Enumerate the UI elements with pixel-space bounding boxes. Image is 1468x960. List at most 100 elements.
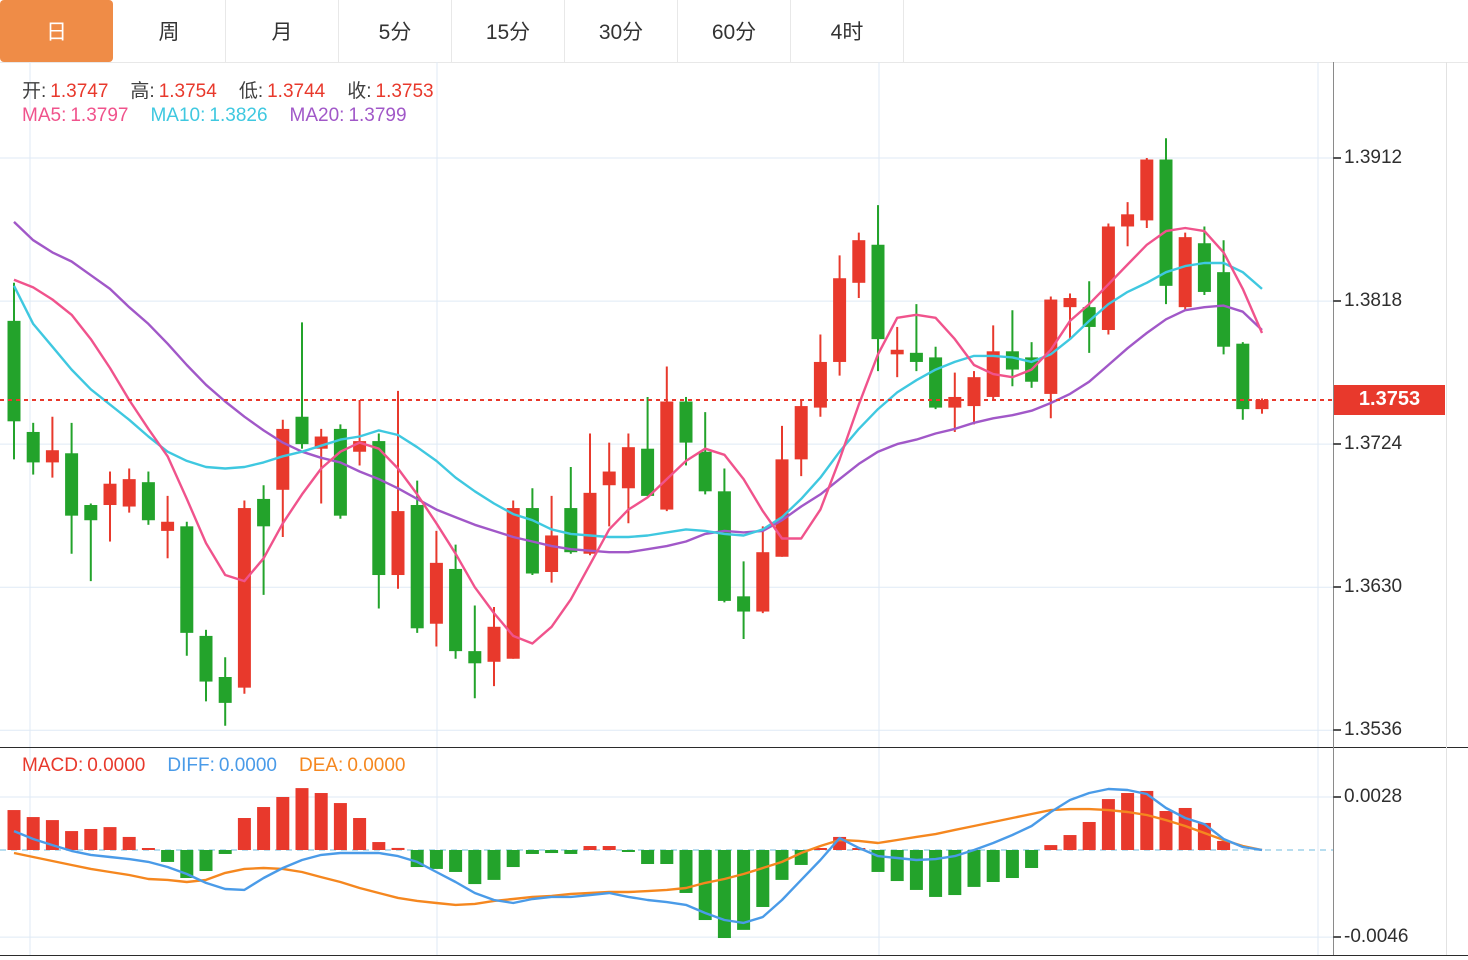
legend-value: 0.0000 bbox=[218, 755, 277, 776]
candle-body bbox=[487, 626, 501, 662]
legend-label: MA5: bbox=[22, 105, 67, 126]
ma-legend-item: MA5: 1.3797 bbox=[22, 105, 128, 127]
candle-body bbox=[257, 498, 271, 527]
macd-hist-bar bbox=[353, 818, 367, 850]
candle-body bbox=[717, 491, 731, 601]
macd-hist-bar bbox=[737, 850, 751, 930]
macd-hist-bar bbox=[257, 807, 271, 850]
macd-hist-bar bbox=[429, 850, 443, 869]
macd-hist-bar bbox=[1101, 799, 1115, 850]
tab-timeframe-3[interactable]: 5分 bbox=[339, 0, 452, 62]
candle-body bbox=[1255, 399, 1269, 410]
chart-bottom-border bbox=[0, 955, 1468, 956]
candle-body bbox=[410, 505, 424, 629]
price-axis-line bbox=[1333, 62, 1334, 955]
candle-body bbox=[775, 459, 789, 557]
candle-body bbox=[737, 596, 751, 612]
candle-body bbox=[698, 451, 712, 492]
legend-label: 收: bbox=[347, 81, 372, 102]
panel-separator bbox=[0, 747, 1468, 748]
candle-body bbox=[929, 357, 943, 408]
ma-legend: MA5: 1.3797 MA10: 1.3826 MA20: 1.3799 bbox=[22, 105, 429, 127]
macd-hist-bar bbox=[986, 850, 1000, 882]
macd-hist-bar bbox=[26, 817, 40, 850]
macd-hist-bar bbox=[602, 846, 616, 850]
candle-body bbox=[871, 244, 885, 340]
macd-hist-bar bbox=[295, 788, 309, 850]
macd-chart-canvas[interactable] bbox=[0, 748, 1468, 955]
candle-body bbox=[1217, 272, 1231, 347]
macd-hist-bar bbox=[583, 846, 597, 850]
legend-value: 1.3799 bbox=[348, 105, 407, 126]
macd-hist-bar bbox=[929, 850, 943, 897]
axis-tick-label: 1.3630 bbox=[1344, 576, 1403, 598]
candle-body bbox=[372, 441, 386, 576]
macd-hist-bar bbox=[1025, 850, 1039, 868]
macd-hist-bar bbox=[756, 850, 770, 907]
legend-value: 1.3797 bbox=[70, 105, 129, 126]
macd-legend-item: DIFF: 0.0000 bbox=[167, 755, 277, 777]
legend-label: MA10: bbox=[150, 105, 206, 126]
candle-body bbox=[506, 508, 520, 659]
candle-body bbox=[1005, 351, 1019, 370]
macd-hist-bar bbox=[103, 827, 117, 850]
candle-body bbox=[1101, 226, 1115, 330]
macd-hist-bar bbox=[506, 850, 520, 868]
candle-body bbox=[1044, 299, 1058, 394]
tab-timeframe-0[interactable]: 日 bbox=[0, 0, 113, 62]
axis-tick bbox=[1333, 300, 1341, 303]
candle-body bbox=[1082, 307, 1096, 327]
macd-hist-bar bbox=[948, 850, 962, 896]
axis-tick-label: -0.0046 bbox=[1344, 926, 1409, 948]
candle-body bbox=[1063, 298, 1077, 308]
candle-body bbox=[813, 361, 827, 408]
current-price-tag: 1.3753 bbox=[1334, 384, 1445, 415]
legend-label: MA20: bbox=[289, 105, 345, 126]
tab-timeframe-7[interactable]: 4时 bbox=[791, 0, 904, 62]
legend-value: 1.3826 bbox=[209, 105, 268, 126]
axis-tick bbox=[1333, 936, 1341, 939]
macd-legend: MACD: 0.0000 DIFF: 0.0000 DEA: 0.0000 bbox=[22, 755, 427, 777]
candle-body bbox=[833, 278, 847, 362]
ma-legend-item: MA10: 1.3826 bbox=[150, 105, 267, 127]
macd-hist-bar bbox=[1063, 835, 1077, 850]
macd-hist-bar bbox=[909, 850, 923, 890]
legend-value: 1.3753 bbox=[375, 81, 434, 102]
candle-body bbox=[967, 377, 981, 407]
candle-body bbox=[756, 552, 770, 612]
candle-body bbox=[449, 568, 463, 652]
macd-hist-bar bbox=[84, 828, 98, 850]
ma5-line bbox=[13, 226, 1264, 645]
candle-body bbox=[621, 447, 635, 489]
candle-body bbox=[391, 511, 405, 576]
candlestick-chart-canvas[interactable] bbox=[0, 62, 1468, 747]
tab-timeframe-4[interactable]: 15分 bbox=[452, 0, 565, 62]
macd-hist-bar bbox=[813, 848, 827, 850]
macd-hist-bar bbox=[1197, 822, 1211, 850]
candle-body bbox=[122, 479, 136, 507]
candle-body bbox=[7, 320, 21, 422]
tab-timeframe-6[interactable]: 60分 bbox=[678, 0, 791, 62]
candle-body bbox=[564, 508, 578, 553]
legend-label: DEA: bbox=[298, 755, 344, 776]
macd-hist-bar bbox=[1044, 845, 1058, 850]
candle-body bbox=[353, 441, 367, 452]
candle-body bbox=[948, 396, 962, 408]
tab-timeframe-5[interactable]: 30分 bbox=[565, 0, 678, 62]
macd-hist-bar bbox=[890, 850, 904, 882]
candle-body bbox=[1236, 343, 1250, 410]
axis-tick-label: 1.3536 bbox=[1344, 719, 1403, 741]
candle-body bbox=[641, 448, 655, 496]
candle-body bbox=[276, 428, 290, 490]
ohlc-legend-item: 开: 1.3747 bbox=[22, 76, 108, 103]
tab-timeframe-1[interactable]: 周 bbox=[113, 0, 226, 62]
macd-hist-bar bbox=[1159, 811, 1173, 850]
macd-hist-bar bbox=[468, 850, 482, 885]
axis-tick bbox=[1333, 586, 1341, 589]
axis-tick bbox=[1333, 157, 1341, 159]
timeframe-tab-bar: 日周月 5分 15分 30分 60分 4时 bbox=[0, 0, 1468, 63]
macd-hist-bar bbox=[218, 850, 232, 854]
legend-label: MACD: bbox=[22, 755, 84, 776]
tab-timeframe-2[interactable]: 月 bbox=[226, 0, 339, 62]
